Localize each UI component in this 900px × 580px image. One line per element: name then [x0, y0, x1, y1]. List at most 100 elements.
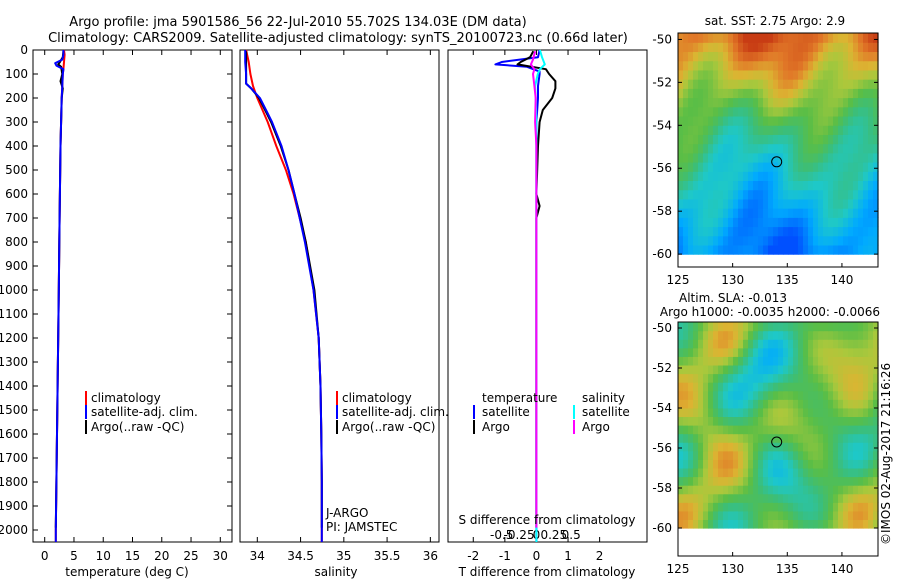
heatmap-cell: [828, 407, 834, 418]
heatmap-cell: [858, 42, 864, 53]
heatmap-cell: [788, 208, 794, 218]
heatmap-cell: [718, 88, 724, 99]
heatmap-cell: [788, 152, 794, 163]
heatmap-cell: [863, 171, 869, 182]
heatmap-cell: [738, 60, 744, 71]
heatmap-cell: [868, 390, 874, 400]
heatmap-cell: [688, 143, 694, 154]
heatmap-cell: [698, 69, 704, 80]
heatmap-cell: [848, 226, 854, 237]
heatmap-cell: [793, 485, 799, 495]
heatmap-cell: [693, 134, 699, 145]
heatmap-cell: [693, 143, 699, 154]
heatmap-cell: [683, 476, 689, 486]
heatmap-cell: [753, 399, 759, 409]
heatmap-cell: [708, 407, 714, 418]
heatmap-cell: [698, 115, 704, 126]
heatmap-cell: [818, 106, 824, 117]
heatmap-cell: [753, 416, 759, 426]
heatmap-cell: [848, 442, 854, 452]
heatmap-cell: [788, 69, 794, 80]
heatmap-cell: [683, 519, 689, 529]
heatmap-cell: [678, 134, 684, 145]
heatmap-cell: [783, 97, 789, 108]
heatmap-cell: [683, 106, 689, 117]
heatmap-cell: [873, 51, 879, 62]
heatmap-cell: [798, 519, 804, 529]
heatmap-cell: [783, 356, 789, 366]
heatmap-cell: [813, 476, 819, 486]
heatmap-cell: [873, 161, 879, 172]
heatmap-cell: [848, 33, 854, 43]
heatmap-cell: [813, 485, 819, 495]
heatmap-cell: [833, 330, 839, 340]
heatmap-cell: [858, 347, 864, 357]
heatmap-cell: [783, 347, 789, 357]
heatmap-cell: [868, 347, 874, 357]
heatmap-cell: [713, 364, 719, 375]
heatmap-cell: [813, 519, 819, 529]
heatmap-cell: [678, 152, 684, 163]
heatmap-cell: [683, 502, 689, 512]
heatmap-cell: [718, 198, 724, 209]
heatmap-cell: [873, 373, 879, 383]
heatmap-cell: [718, 189, 724, 200]
heatmap-cell: [778, 330, 784, 340]
heatmap-cell: [683, 208, 689, 218]
heatmap-cell: [778, 51, 784, 62]
heatmap-cell: [728, 171, 734, 182]
heatmap-cell: [678, 125, 684, 135]
heatmap-cell: [858, 390, 864, 400]
heatmap-cell: [713, 33, 719, 43]
heatmap-cell: [678, 339, 684, 349]
heatmap-cell: [823, 442, 829, 452]
series-line-satellite-adj-clim-: [54, 50, 65, 542]
heatmap-cell: [763, 339, 769, 349]
heatmap-cell: [768, 97, 774, 108]
heatmap-cell: [678, 373, 684, 383]
heatmap-cell: [853, 189, 859, 200]
heatmap-cell: [718, 106, 724, 117]
heatmap-cell: [723, 502, 729, 512]
heatmap-cell: [698, 125, 704, 135]
heatmap-cell: [743, 399, 749, 409]
heatmap-cell: [803, 356, 809, 366]
heatmap-cell: [843, 433, 849, 443]
heatmap-cell: [803, 115, 809, 126]
heatmap-cell: [708, 519, 714, 529]
heatmap-cell: [683, 450, 689, 460]
heatmap-cell: [843, 493, 849, 503]
heatmap-cell: [813, 33, 819, 43]
heatmap-cell: [763, 115, 769, 126]
heatmap-cell: [818, 407, 824, 418]
heatmap-cell: [843, 382, 849, 392]
heatmap-cell: [748, 330, 754, 340]
heatmap-cell: [843, 425, 849, 435]
heatmap-cell: [853, 226, 859, 237]
heatmap-cell: [733, 69, 739, 80]
heatmap-cell: [773, 244, 779, 255]
heatmap-cell: [768, 382, 774, 392]
heatmap-cell: [863, 356, 869, 366]
heatmap-cell: [698, 519, 704, 529]
heatmap-cell: [798, 399, 804, 409]
heatmap-cell: [838, 125, 844, 135]
heatmap-cell: [808, 519, 814, 529]
heatmap-cell: [683, 143, 689, 154]
heatmap-cell: [678, 356, 684, 366]
heatmap-cell: [758, 442, 764, 452]
heatmap-cell: [733, 493, 739, 503]
heatmap-cell: [788, 502, 794, 512]
heatmap-cell: [738, 161, 744, 172]
heatmap-cell: [758, 519, 764, 529]
heatmap-cell: [728, 180, 734, 191]
heatmap-cell: [833, 143, 839, 154]
heatmap-cell: [708, 189, 714, 200]
heatmap-cell: [768, 161, 774, 172]
heatmap-cell: [818, 125, 824, 135]
heatmap-cell: [818, 467, 824, 478]
heatmap-cell: [753, 476, 759, 486]
heatmap-cell: [698, 152, 704, 163]
heatmap-cell: [728, 510, 734, 521]
heatmap-cell: [783, 189, 789, 200]
